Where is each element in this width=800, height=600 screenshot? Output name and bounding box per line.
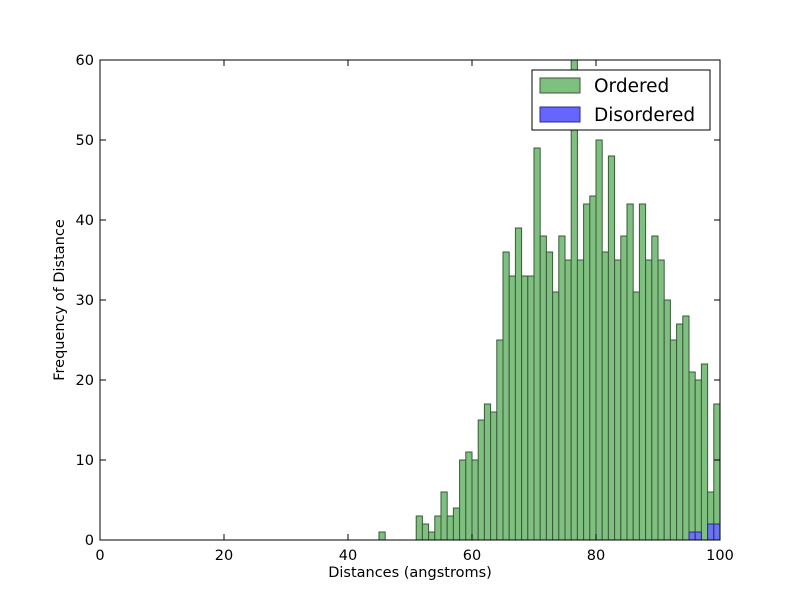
ordered-bar <box>620 235 628 541</box>
ordered-bar <box>459 459 467 541</box>
legend-swatch-disordered <box>539 106 581 123</box>
ordered-bar <box>682 315 690 541</box>
ordered-bar <box>452 507 461 541</box>
y-tick-label: 40 <box>76 213 94 229</box>
ordered-bar <box>576 259 585 541</box>
ordered-bar <box>651 235 659 541</box>
ordered-bar <box>508 275 516 541</box>
ordered-bar <box>601 251 609 541</box>
ordered-bar <box>378 531 386 541</box>
ordered-bar <box>626 203 634 541</box>
y-tick-label: 30 <box>76 293 94 309</box>
legend-label-ordered: Ordered <box>594 76 669 97</box>
ordered-bar <box>502 251 510 541</box>
ordered-bar <box>713 403 721 541</box>
ordered-bar <box>533 147 541 541</box>
y-axis-label: Frequency of Distance <box>52 219 68 381</box>
ordered-bars <box>378 59 721 541</box>
ordered-bar <box>700 363 709 541</box>
ordered-bar <box>490 411 498 541</box>
y-tick-label: 50 <box>76 133 94 149</box>
ordered-bar <box>607 155 616 541</box>
ordered-bar <box>521 275 529 541</box>
ordered-bar <box>589 195 597 541</box>
ordered-bar <box>688 371 696 541</box>
legend-label-disordered: Disordered <box>594 105 695 126</box>
x-tick-label: 80 <box>587 548 605 564</box>
ordered-bar <box>428 531 436 541</box>
y-tick-label: 10 <box>76 453 94 469</box>
ordered-bar <box>570 59 578 541</box>
ordered-bar <box>663 299 671 541</box>
ordered-bar <box>440 491 448 541</box>
x-tick-label: 0 <box>95 548 104 564</box>
ordered-bar <box>471 459 479 541</box>
x-tick-label: 100 <box>706 548 734 564</box>
ordered-bar <box>595 139 603 541</box>
ordered-bar <box>496 339 504 541</box>
ordered-bar <box>614 259 622 541</box>
x-tick-label: 20 <box>215 548 233 564</box>
disordered-bar <box>688 531 696 541</box>
x-tick-label: 60 <box>463 548 481 564</box>
ordered-bar <box>632 291 640 541</box>
ordered-bar <box>545 251 554 541</box>
y-tick-label: 20 <box>76 373 94 389</box>
ordered-bar <box>465 451 473 541</box>
ordered-bar <box>434 515 442 541</box>
ordered-bar <box>415 515 423 541</box>
legend-swatch-ordered <box>539 77 581 94</box>
ordered-bar <box>657 259 665 541</box>
ordered-bar <box>558 235 566 541</box>
ordered-bar <box>583 203 591 541</box>
disordered-bar <box>694 531 702 541</box>
y-tick-label: 60 <box>76 53 94 69</box>
ordered-bar <box>483 403 492 541</box>
ordered-bar <box>638 203 647 541</box>
ordered-bar <box>645 259 653 541</box>
disordered-bar <box>707 523 715 541</box>
disordered-bar <box>713 523 721 541</box>
legend: Ordered Disordered <box>531 69 711 131</box>
ordered-bar <box>694 379 702 541</box>
ordered-bar <box>514 227 523 541</box>
ordered-bar <box>669 339 678 541</box>
ordered-bar <box>539 235 547 541</box>
ordered-bar <box>676 323 684 541</box>
axis-ticks <box>99 59 721 541</box>
ordered-bar <box>446 515 454 541</box>
x-axis-label: Distances (angstroms) <box>328 565 492 581</box>
x-tick-label: 40 <box>339 548 357 564</box>
y-tick-label: 0 <box>85 533 94 549</box>
ordered-bar <box>477 419 485 541</box>
ordered-bar <box>421 523 430 541</box>
ordered-bar <box>564 259 572 541</box>
tick-labels: 0 20 40 60 80 100 0 10 20 30 40 50 60 <box>76 53 734 564</box>
ordered-bar <box>552 291 560 541</box>
ordered-bar <box>527 275 535 541</box>
